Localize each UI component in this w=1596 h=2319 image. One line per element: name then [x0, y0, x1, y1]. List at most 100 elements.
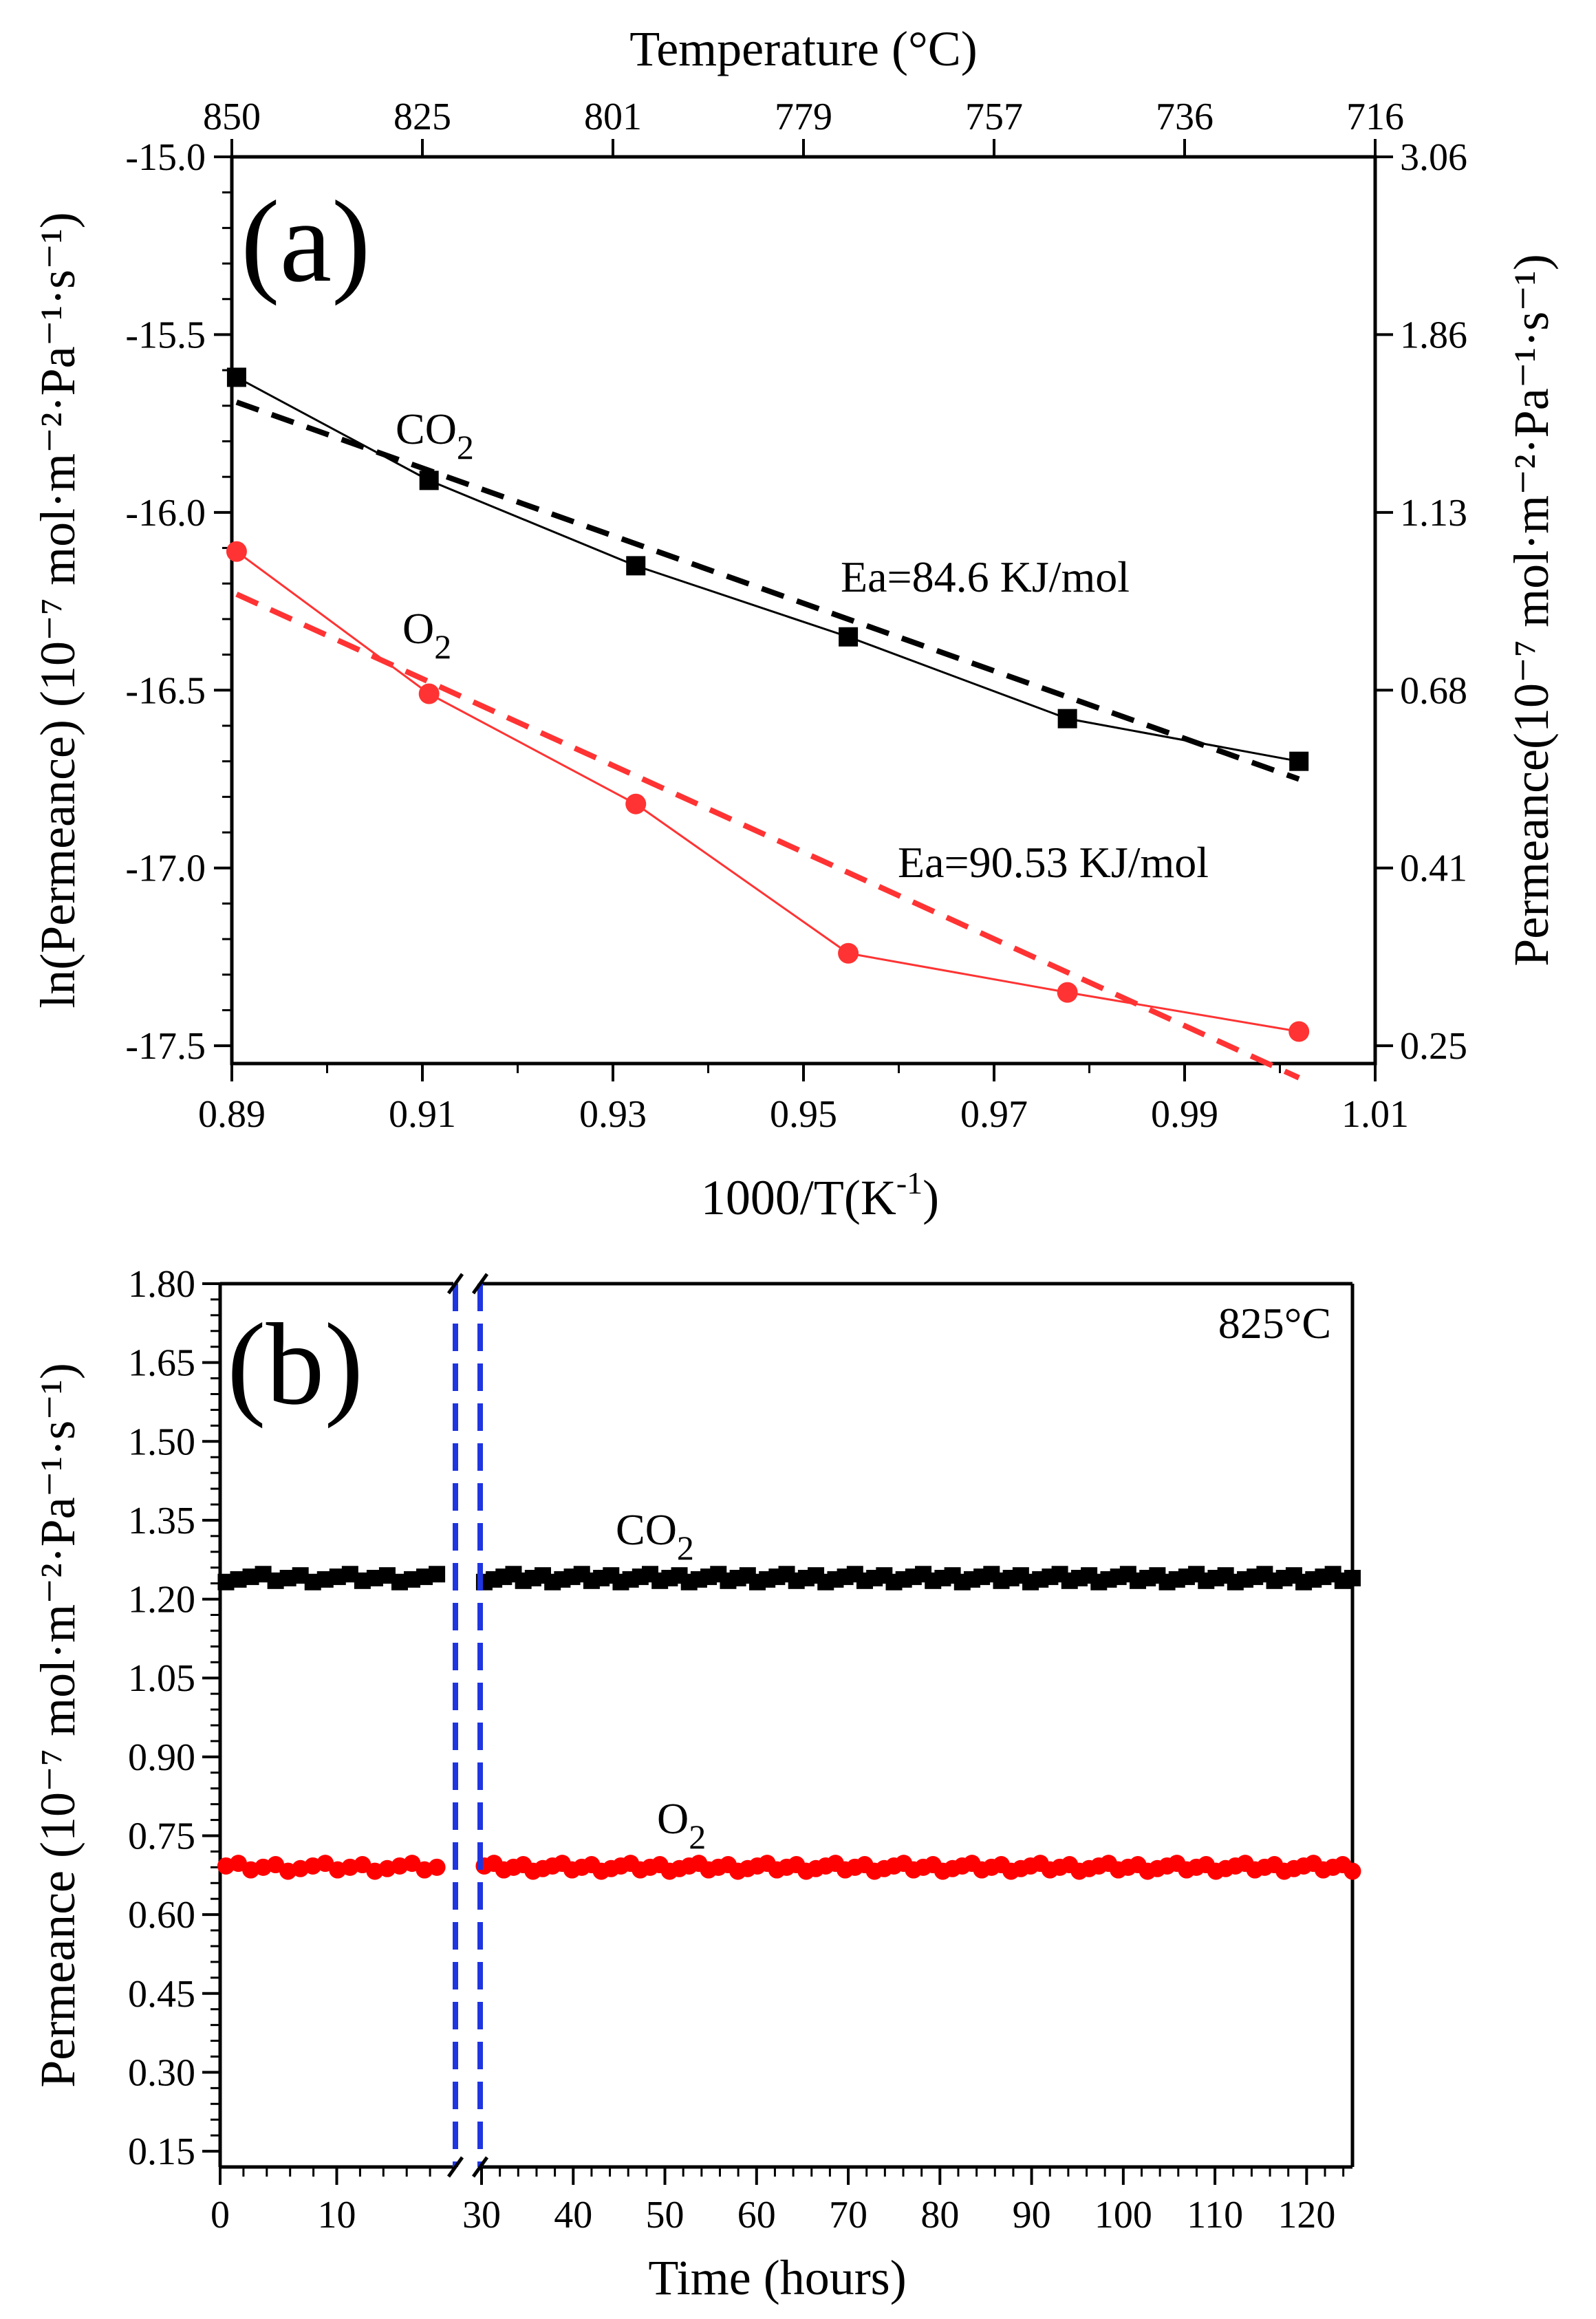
- axis-break-slash: [471, 2156, 489, 2178]
- o2-activation-energy-label: Ea=90.53 KJ/mol: [898, 838, 1209, 887]
- b-y-tick-label: 0.60: [128, 1894, 195, 1937]
- a-x-tick-label: 0.91: [389, 1093, 456, 1136]
- a-top-tick-label: 825: [393, 96, 451, 138]
- panel-a-x-axis-title-base: 1000/T(K: [701, 1170, 896, 1225]
- b-y-tick-label: 1.50: [128, 1421, 195, 1463]
- panel-a-ticks: 0.89 0.91 0.93 0.95 0.97 0.99 1.01 -15.0 -15.5 -1…: [125, 96, 1467, 1136]
- b-x-tick-label: 110: [1187, 2194, 1243, 2236]
- b-y-tick-label: 1.05: [128, 1657, 195, 1700]
- axis-break-slash: [446, 2156, 464, 2178]
- b-x-tick-label: 90: [1013, 2194, 1051, 2236]
- a-right-tick-label: 3.06: [1400, 136, 1467, 179]
- b-y-tick-label: 1.65: [128, 1342, 195, 1385]
- a-top-tick-label: 716: [1346, 96, 1404, 138]
- b-x-tick-label: 60: [737, 2194, 776, 2236]
- co2-data-point: [1057, 709, 1077, 729]
- panel-a-right-axis-title: Permeance(10⁻⁷ mol·m⁻²·Pa⁻¹·s⁻¹): [1504, 254, 1559, 967]
- a-top-tick-label: 779: [775, 96, 832, 138]
- o2-data-point: [1057, 982, 1078, 1003]
- a-top-tick-label: 850: [203, 96, 261, 138]
- o2-series-label-b: O2: [657, 1794, 706, 1856]
- co2-data-point: [1289, 751, 1309, 771]
- panel-b-series: [217, 1566, 1361, 1880]
- panel-a-x-axis-title: 1000/T(K-1): [701, 1165, 939, 1225]
- b-x-tick-label: 50: [646, 2194, 684, 2236]
- b-x-tick-label: 100: [1094, 2194, 1152, 2236]
- co2-label-a-sub: 2: [457, 428, 474, 466]
- co2-label-b-base: CO: [616, 1505, 677, 1554]
- a-x-tick-label: 1.01: [1341, 1093, 1409, 1136]
- a-y-tick-label: -15.5: [125, 314, 206, 356]
- a-top-tick-label: 801: [584, 96, 642, 138]
- panel-a-top-axis-title: Temperature (°C): [629, 21, 978, 76]
- a-x-tick-label: 0.95: [770, 1093, 837, 1136]
- a-y-tick-label: -16.5: [125, 669, 206, 712]
- b-y-tick-label: 0.75: [128, 1815, 195, 1858]
- panel-a-series: [226, 367, 1310, 1042]
- o2-data-point: [838, 942, 859, 964]
- a-right-tick-label: 0.41: [1400, 848, 1467, 890]
- b-x-tick-label: 120: [1277, 2194, 1335, 2236]
- b-y-tick-label: 0.45: [128, 1973, 195, 2016]
- b-x-tick-label: 30: [462, 2194, 501, 2236]
- co2-data-point: [226, 367, 246, 387]
- a-top-tick-label: 736: [1156, 96, 1214, 138]
- a-x-tick-label: 0.93: [579, 1093, 647, 1136]
- panel-a-label: (a): [241, 177, 371, 306]
- b-x-tick-label: 80: [920, 2194, 959, 2236]
- a-right-tick-label: 1.86: [1400, 314, 1467, 356]
- panel-a-fit-lines: [235, 399, 1300, 1081]
- co2-data-point: [419, 471, 439, 490]
- co2-stability-point: [1344, 1570, 1361, 1586]
- co2-series-line: [236, 376, 1300, 763]
- b-x-tick-label: 70: [829, 2194, 867, 2236]
- o2-stability-point: [428, 1858, 446, 1876]
- co2-label-b-sub: 2: [677, 1529, 694, 1567]
- o2-label-b-base: O: [657, 1794, 689, 1843]
- o2-series-label-a: O2: [402, 604, 451, 666]
- a-y-tick-label: -16.0: [125, 492, 206, 535]
- b-y-tick-label: 1.20: [128, 1579, 195, 1621]
- panel-a-y-axis-title: ln(Permeance) (10⁻⁷ mol·m⁻²·Pa⁻¹·s⁻¹): [30, 212, 85, 1009]
- b-y-tick-label: 0.90: [128, 1736, 195, 1779]
- a-y-tick-label: -17.0: [125, 848, 206, 890]
- axis-break-slash: [471, 1273, 489, 1295]
- co2-stability-point: [429, 1566, 446, 1583]
- co2-arrhenius-fit-line: [235, 399, 1300, 782]
- b-x-tick-label: 0: [211, 2194, 230, 2236]
- a-right-tick-label: 0.25: [1400, 1025, 1467, 1068]
- co2-activation-energy-label: Ea=84.6 KJ/mol: [841, 552, 1130, 601]
- o2-series-line: [236, 550, 1300, 1033]
- temperature-annotation: 825°C: [1218, 1299, 1331, 1348]
- b-y-tick-label: 1.35: [128, 1500, 195, 1542]
- panel-b-label: (b): [227, 1299, 363, 1429]
- panel-a-x-axis-title-tail: ): [923, 1170, 939, 1225]
- panel-b-y-axis-title: Permeance (10⁻⁷ mol·m⁻²·Pa⁻¹·s⁻¹): [30, 1363, 85, 2088]
- a-x-tick-label: 0.89: [198, 1093, 266, 1136]
- co2-series-label-b: CO2: [616, 1505, 694, 1567]
- a-top-tick-label: 757: [965, 96, 1023, 138]
- a-x-tick-label: 0.97: [960, 1093, 1028, 1136]
- co2-series-label-a: CO2: [396, 405, 474, 466]
- a-y-tick-label: -15.0: [125, 136, 206, 179]
- panel-b-ticks: 1.80 1.65 1.50 1.35 1.20 1.05 0.90 0.75 0.60 0.45…: [128, 1263, 1345, 2236]
- b-y-tick-label: 0.30: [128, 2051, 195, 2094]
- panel-b-x-axis-title: Time (hours): [648, 2250, 906, 2305]
- o2-label-b-sub: 2: [689, 1818, 706, 1856]
- o2-stability-point: [1344, 1862, 1361, 1880]
- a-x-tick-label: 0.99: [1151, 1093, 1218, 1136]
- a-right-tick-label: 0.68: [1400, 669, 1467, 712]
- panel-b-stability-plot: 1.80 1.65 1.50 1.35 1.20 1.05 0.90 0.75 0.60 0.45…: [30, 1263, 1361, 2305]
- axis-break-marker: [446, 1273, 489, 2178]
- panel-a-arrhenius-plot: 0.89 0.91 0.93 0.95 0.97 0.99 1.01 -15.0 -15.5 -1…: [30, 21, 1559, 1225]
- b-y-tick-label: 0.15: [128, 2131, 195, 2173]
- co2-data-point: [626, 556, 646, 576]
- co2-data-point: [839, 627, 859, 647]
- o2-label-a-base: O: [402, 604, 434, 653]
- o2-arrhenius-fit-line: [235, 592, 1300, 1081]
- o2-data-point: [418, 683, 440, 704]
- a-right-tick-label: 1.13: [1400, 492, 1467, 535]
- axis-break-slash: [446, 1273, 464, 1295]
- b-x-tick-label: 40: [554, 2194, 592, 2236]
